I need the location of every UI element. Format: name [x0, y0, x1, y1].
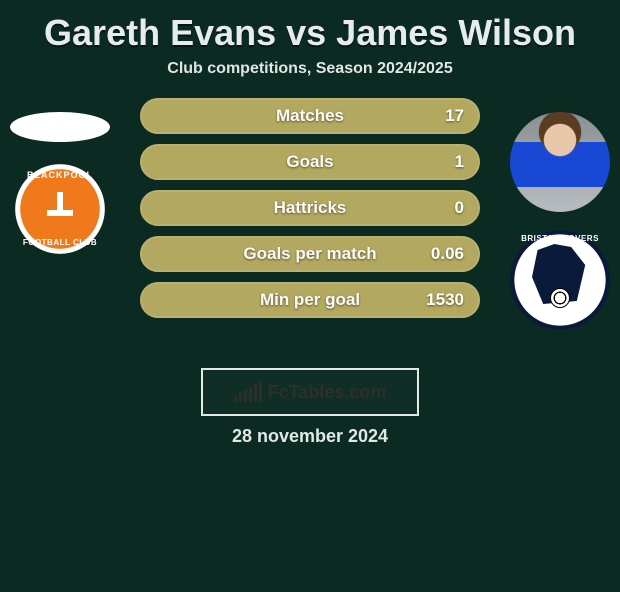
- stat-value-right: 1530: [426, 290, 464, 310]
- player-portrait-right: [510, 112, 610, 212]
- stat-value-right: 0.06: [431, 244, 464, 264]
- badge-text-top: BRISTOL ROVERS: [510, 234, 610, 243]
- brand-text: FcTables.com: [268, 382, 387, 403]
- stat-value-right: 1: [455, 152, 464, 172]
- stat-row: Goals 1: [140, 144, 480, 180]
- date-text: 28 november 2024: [0, 426, 620, 447]
- stats-column: Matches 17 Goals 1 Hattricks 0 Goals per…: [140, 98, 480, 318]
- stat-row: Min per goal 1530: [140, 282, 480, 318]
- badge-text-bottom: FOOTBALL CLUB: [19, 238, 101, 247]
- club-badge-bristol-rovers: BRISTOL ROVERS 1883: [510, 230, 610, 330]
- page-title: Gareth Evans vs James Wilson: [0, 12, 620, 54]
- player-portrait-left: [10, 112, 110, 142]
- subtitle: Club competitions, Season 2024/2025: [0, 60, 620, 78]
- comparison-area: BLACKPOOL FOOTBALL CLUB Matches 17 Goals…: [0, 98, 620, 348]
- stat-row: Goals per match 0.06: [140, 236, 480, 272]
- stat-label: Goals per match: [142, 244, 478, 264]
- stat-label: Matches: [142, 106, 478, 126]
- left-player-col: BLACKPOOL FOOTBALL CLUB: [0, 98, 120, 254]
- stat-label: Hattricks: [142, 198, 478, 218]
- stat-row: Matches 17: [140, 98, 480, 134]
- bars-icon: [234, 382, 262, 402]
- stat-row: Hattricks 0: [140, 190, 480, 226]
- brand-box: FcTables.com: [201, 368, 419, 416]
- badge-text-top: BLACKPOOL: [19, 170, 101, 180]
- stat-value-right: 17: [445, 106, 464, 126]
- stat-value-right: 0: [455, 198, 464, 218]
- football-icon: [550, 288, 570, 308]
- badge-text-bottom: 1883: [510, 316, 610, 326]
- stat-label: Goals: [142, 152, 478, 172]
- club-badge-blackpool: BLACKPOOL FOOTBALL CLUB: [15, 164, 105, 254]
- right-player-col: BRISTOL ROVERS 1883: [500, 98, 620, 330]
